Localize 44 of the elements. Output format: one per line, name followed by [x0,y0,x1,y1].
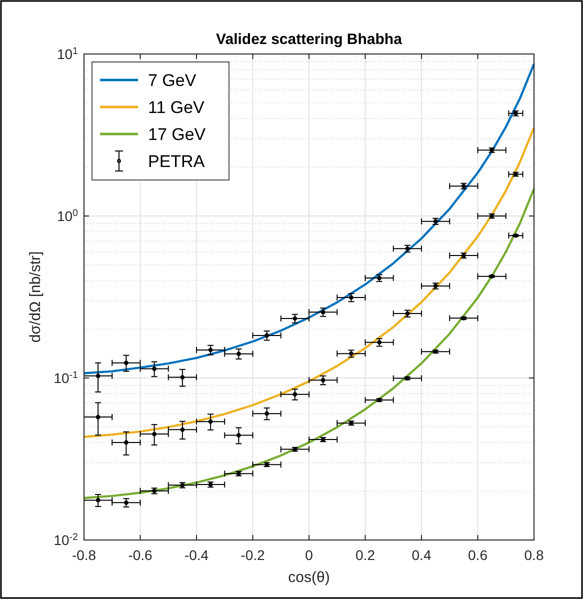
x-axis-title: cos(θ) [288,569,330,586]
x-tick-label: 0.6 [468,547,488,563]
point [264,411,270,416]
x-tick-label: -0.6 [128,547,153,563]
x-tick-label: 0 [305,547,314,563]
y-tick-label: 10$^{-2}$ [54,532,78,548]
x-tick-label: 0.4 [412,547,432,563]
point [236,352,241,356]
x-tick-label: -0.8 [72,547,96,563]
legend-label: 7 GeV [148,71,197,90]
point [180,375,185,380]
point [180,427,185,432]
x-tick-label: -0.4 [184,547,209,563]
point [264,333,270,338]
point [348,295,354,300]
point [320,310,326,314]
line-series [82,62,536,374]
chart-title: Validez scattering Bhabha [216,31,403,48]
point [236,433,241,438]
point [124,500,128,505]
point [208,419,213,424]
point [292,392,298,397]
x-tick-label: 0.8 [524,547,544,563]
point [152,432,157,436]
line-series [82,126,536,438]
y-tick-label: 10$^{0}$ [56,208,79,224]
point [320,378,326,382]
point [96,374,100,378]
line-series [82,188,536,500]
point [96,498,100,502]
x-tick-label: 0.2 [356,547,376,563]
point [96,414,100,420]
point [208,348,213,352]
y-axis-title: dσ/dΩ [nb/str] [27,251,44,343]
point [124,440,128,445]
point [292,316,298,321]
y-tick-label: 10$^{1}$ [56,46,78,62]
legend-label: PETRA [148,152,206,171]
point [124,360,128,366]
legend-label: 17 GeV [148,125,206,144]
y-tick-label: 10$^{-1}$ [54,370,78,386]
legend-label: 11 GeV [148,98,206,117]
x-tick-label: -0.2 [240,547,266,563]
point [152,366,157,371]
